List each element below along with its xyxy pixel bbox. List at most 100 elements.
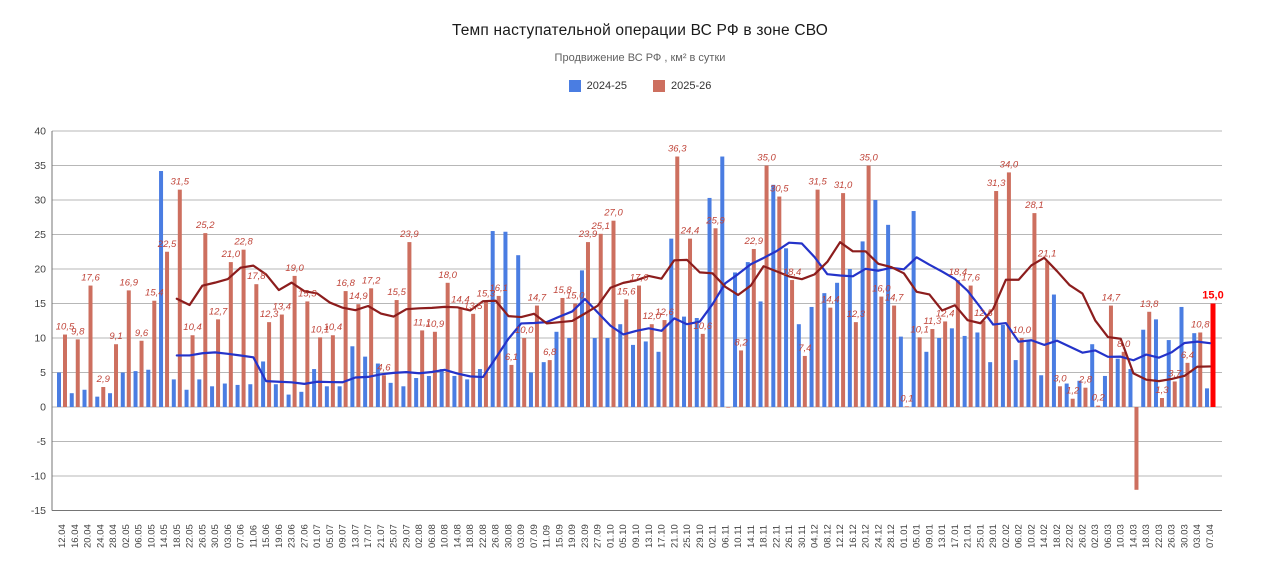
x-tick-label: 27.06 xyxy=(299,524,310,548)
bar-2024-25 xyxy=(197,379,202,407)
bar-value-label: 22,5 xyxy=(157,239,177,250)
x-tick-label: 15.06 xyxy=(261,524,272,548)
bar-2024-25 xyxy=(809,306,814,407)
x-tick-label: 24.04 xyxy=(95,524,106,548)
x-tick-label: 26.02 xyxy=(1077,524,1088,548)
bar-2025-26 xyxy=(267,322,272,407)
bar-2024-25 xyxy=(1102,375,1107,407)
bar-2025-26 xyxy=(841,193,846,407)
x-tick-label: 26.05 xyxy=(197,524,208,548)
bar-2024-25 xyxy=(579,270,584,407)
x-tick-label: 09.10 xyxy=(631,524,642,548)
bar-2024-25 xyxy=(745,262,750,407)
bar-2024-25 xyxy=(847,269,852,407)
bar-2025-26 xyxy=(1210,303,1216,407)
bar-2024-25 xyxy=(1115,358,1120,407)
bar-2024-25 xyxy=(503,231,508,407)
x-tick-label: 10.05 xyxy=(146,524,157,548)
bar-value-label: 12,7 xyxy=(209,306,228,317)
bar-value-label: 10,0 xyxy=(515,325,534,336)
x-tick-label: 08.12 xyxy=(822,524,833,548)
bar-value-label: 23,9 xyxy=(578,229,598,240)
x-tick-label: 02.02 xyxy=(1001,524,1012,548)
bar-value-label: 8,0 xyxy=(1117,339,1131,350)
bar-2024-25 xyxy=(95,396,100,407)
bar-2025-26 xyxy=(471,313,476,407)
legend-item-2024-25: 2024-25 xyxy=(568,80,627,92)
x-tick-label: 19.09 xyxy=(567,524,578,548)
bar-value-label: 31,5 xyxy=(171,177,190,188)
bar-2025-26 xyxy=(917,337,922,407)
bar-value-label: 15,8 xyxy=(553,285,572,296)
bar-value-label: 9,6 xyxy=(135,328,149,339)
bar-2025-26 xyxy=(458,307,463,407)
bar-value-label: 24,4 xyxy=(680,226,700,237)
x-tick-label: 02.05 xyxy=(121,524,132,548)
bar-value-label: 16,0 xyxy=(872,284,891,295)
bar-2025-26 xyxy=(1198,332,1203,407)
bar-2025-26 xyxy=(560,297,565,407)
bar-value-label: 14,9 xyxy=(349,291,368,302)
bar-value-label: 16,1 xyxy=(489,283,508,294)
bar-2024-25 xyxy=(592,338,597,407)
trend-line-2025-26 xyxy=(175,241,1212,383)
bar-2025-26 xyxy=(330,335,335,407)
bar-2025-26 xyxy=(943,321,948,407)
bar-value-label: 34,0 xyxy=(1000,159,1019,170)
bar-2025-26 xyxy=(573,303,578,407)
bar-2025-26 xyxy=(190,335,195,407)
x-tick-label: 06.03 xyxy=(1103,524,1114,548)
bar-value-label: 10,5 xyxy=(56,322,75,333)
bar-value-label: 3,7 xyxy=(1168,368,1182,379)
legend-label: 2025-26 xyxy=(671,80,712,92)
bar-2024-25 xyxy=(490,231,495,407)
x-tick-label: 10.02 xyxy=(1026,524,1037,548)
x-tick-label: 06.11 xyxy=(720,525,731,548)
bar-2024-25 xyxy=(57,372,61,407)
bar-value-label: 11,3 xyxy=(923,316,942,327)
x-tick-label: 27.09 xyxy=(593,524,604,548)
x-tick-label: 17.01 xyxy=(950,524,961,548)
bar-2025-26 xyxy=(305,301,310,407)
trend-line-2024-25 xyxy=(175,241,1212,385)
x-tick-label: 20.12 xyxy=(861,524,872,548)
bar-2025-26 xyxy=(637,285,641,407)
bar-2025-26 xyxy=(675,156,680,407)
bar-2025-26 xyxy=(764,165,769,407)
bar-2024-25 xyxy=(350,346,355,407)
bar-2025-26 xyxy=(751,248,756,407)
bar-2024-25 xyxy=(962,335,967,407)
bar-2024-25 xyxy=(273,384,278,407)
bar-value-label: 3,0 xyxy=(1053,373,1067,384)
bar-value-label: 17,6 xyxy=(961,273,980,284)
bar-2024-25 xyxy=(159,171,164,407)
x-tick-label: 03.06 xyxy=(223,524,234,548)
bar-2024-25 xyxy=(771,184,776,407)
bar-2025-26 xyxy=(420,330,425,407)
chart-subtitle: Продвижение ВС РФ , км² в сутки xyxy=(554,52,726,64)
bar-2024-25 xyxy=(1039,375,1044,407)
bar-value-label: 7,4 xyxy=(798,343,811,354)
bar-value-label: 17,2 xyxy=(362,275,381,286)
bar-2025-26 xyxy=(126,290,131,407)
x-tick-label: 05.07 xyxy=(325,524,336,548)
bar-2025-26 xyxy=(1032,213,1037,407)
bar-2025-26 xyxy=(279,314,284,407)
bar-2024-25 xyxy=(720,156,725,407)
bar-2024-25 xyxy=(375,363,380,407)
bar-value-label: 8,2 xyxy=(734,337,748,348)
bar-2024-25 xyxy=(516,255,521,407)
bar-value-label: 22,8 xyxy=(233,237,253,248)
x-tick-label: 18.05 xyxy=(172,524,183,548)
bar-value-label: 15,4 xyxy=(145,288,164,299)
x-tick-label: 26.11 xyxy=(784,525,795,548)
bar-value-label: 9,8 xyxy=(71,326,85,337)
bar-2025-26 xyxy=(177,189,182,407)
bar-2024-25 xyxy=(299,391,304,407)
bar-2024-25 xyxy=(363,356,368,407)
x-tick-label: 14.11 xyxy=(746,525,757,548)
x-tick-label: 26.08 xyxy=(491,524,502,548)
y-tick-label: 5 xyxy=(40,367,46,379)
bar-2024-25 xyxy=(388,382,393,407)
